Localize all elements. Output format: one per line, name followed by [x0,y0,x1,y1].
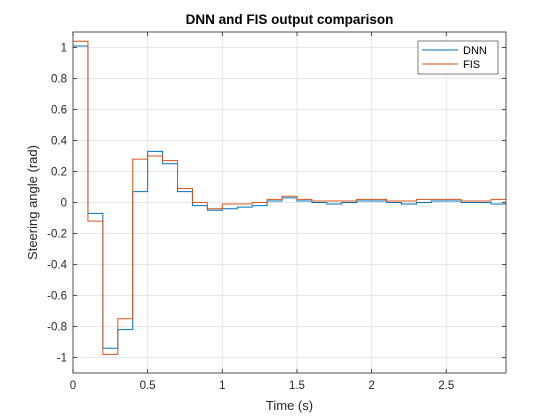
y-tick-label: -0.2 [47,229,67,241]
y-tick-label: 1 [61,43,67,55]
x-tick-label: 1 [219,380,225,392]
legend-label-fis: FIS [463,59,480,71]
tick-labels: 0 0.5 1 1.5 2 2.5 -1 -0.8 -0.6 -0.4 -0.2 0 0.2 0.4 0.6… [47,43,454,393]
plot-lines [73,40,506,355]
legend[interactable]: DNN FIS [417,40,499,75]
y-tick-label: -0.6 [47,291,67,303]
y-tick-label: 0.2 [51,167,67,179]
chart-title: DNN and FIS output comparison [186,12,394,27]
y-tick-label: 0.8 [51,74,67,86]
x-axis-label: Time (s) [266,398,313,413]
x-tick-label: 1.5 [289,380,305,392]
series-dnn-line [73,45,506,349]
legend-box [417,40,499,75]
x-tick-label: 0 [70,380,76,392]
y-axis-label: Steering angle (rad) [25,145,40,260]
y-tick-label: 0.6 [51,105,67,117]
y-tick-label: 0.4 [51,136,68,148]
ticks [72,32,506,373]
grid [73,32,506,373]
y-tick-label: -0.8 [47,322,67,334]
x-tick-label: 2 [368,380,374,392]
legend-entries: DNN FIS [422,45,487,71]
x-tick-label: 2.5 [438,380,454,392]
y-tick-label: -1 [57,353,67,365]
y-tick-label: -0.4 [47,260,67,272]
y-tick-label: 0 [61,198,67,210]
x-tick-label: 0.5 [140,380,156,392]
series-fis-line [73,40,506,355]
legend-label-dnn: DNN [463,45,487,57]
